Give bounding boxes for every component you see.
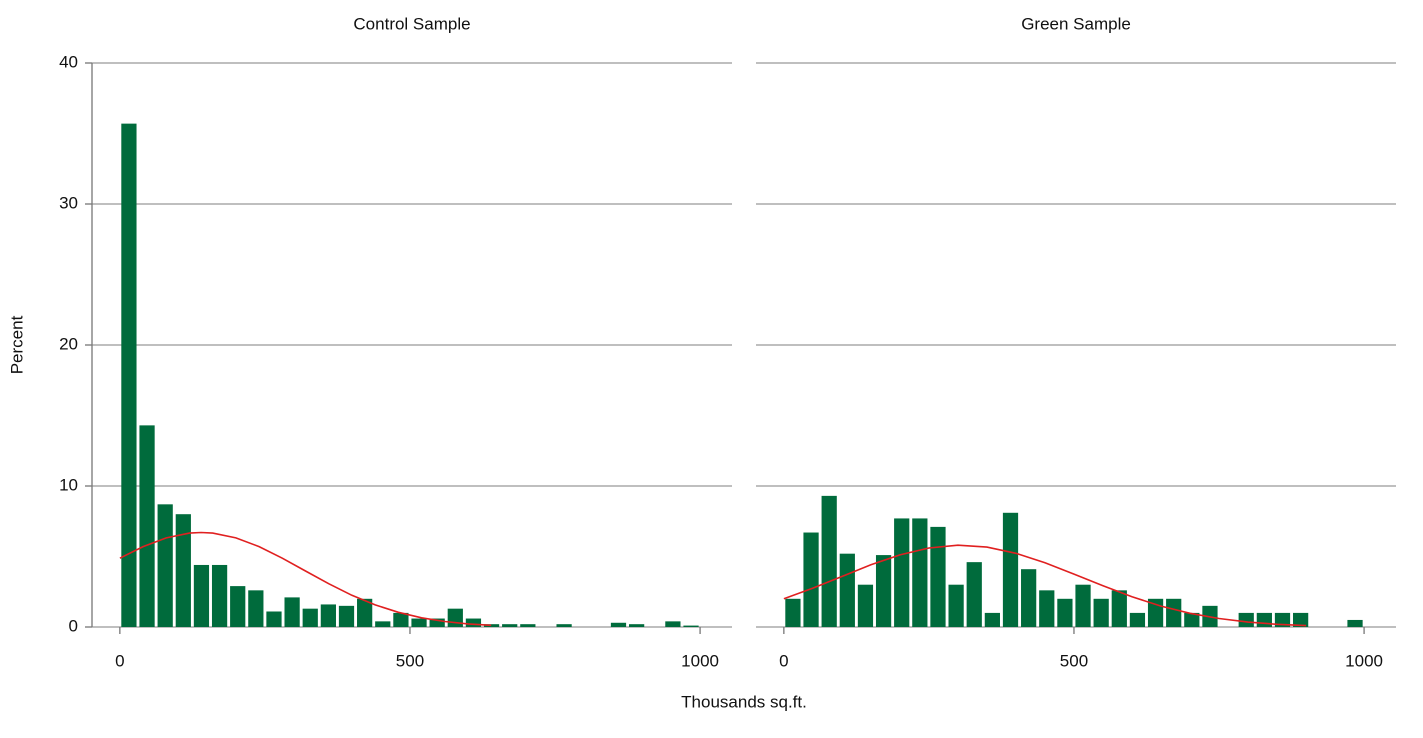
bar [1002, 512, 1019, 627]
bar [302, 608, 318, 627]
bar [984, 612, 1000, 627]
bar [411, 618, 427, 627]
x-tick-label: 500 [1060, 651, 1088, 670]
bar [211, 564, 228, 627]
bar [266, 611, 282, 627]
bar [629, 624, 645, 627]
bar [966, 562, 982, 627]
y-axis-label: Percent [7, 315, 26, 374]
bar [930, 526, 946, 627]
bar [1057, 598, 1073, 627]
bar [1256, 612, 1272, 627]
y-tick-label: 40 [59, 52, 78, 71]
bar [1039, 590, 1055, 627]
bar [1129, 612, 1146, 627]
bar [284, 597, 300, 627]
bar [320, 604, 336, 627]
x-tick-label: 500 [396, 651, 424, 670]
bar [338, 605, 355, 627]
bar [157, 504, 173, 627]
bar [483, 624, 500, 627]
bar [375, 621, 391, 627]
bar [839, 553, 855, 627]
bar [175, 514, 191, 627]
bar [357, 598, 373, 627]
y-tick-label: 10 [59, 475, 78, 494]
bar [610, 622, 627, 627]
x-tick-label: 1000 [681, 651, 719, 670]
bar [1238, 612, 1254, 627]
bar [785, 598, 801, 627]
bar [803, 532, 819, 627]
bar [875, 555, 892, 627]
bar [894, 518, 910, 627]
bar [502, 624, 518, 627]
bar [1293, 612, 1309, 627]
bar [429, 618, 445, 627]
x-axis-label: Thousands sq.ft. [681, 692, 807, 711]
bar [948, 584, 964, 627]
y-tick-label: 0 [69, 616, 78, 635]
bar [121, 123, 137, 627]
x-tick-label: 0 [779, 651, 788, 670]
bar [447, 608, 463, 627]
bar [465, 618, 482, 627]
bar [1075, 584, 1091, 627]
bar [520, 624, 536, 627]
bar [857, 584, 874, 627]
x-tick-label: 1000 [1345, 651, 1383, 670]
panel-title: Control Sample [353, 14, 470, 33]
density-curve [119, 531, 492, 627]
y-tick-label: 20 [59, 334, 78, 353]
bar [1021, 569, 1037, 627]
bar [1347, 619, 1363, 627]
y-tick-label: 30 [59, 193, 78, 212]
bar [912, 518, 928, 627]
density-curve [783, 544, 1307, 627]
bar [1274, 612, 1291, 627]
bar [248, 590, 264, 627]
bar [193, 564, 210, 627]
bar [1111, 590, 1127, 627]
bar [230, 586, 246, 627]
x-tick-label: 0 [115, 651, 124, 670]
bar [1166, 598, 1182, 627]
bar [139, 425, 155, 627]
bar [821, 495, 837, 627]
bar [665, 621, 681, 627]
bar [1093, 598, 1109, 627]
bar [393, 612, 409, 627]
bar [683, 625, 699, 627]
bar [556, 624, 572, 627]
bar [1184, 612, 1200, 627]
panel-title: Green Sample [1021, 14, 1131, 33]
